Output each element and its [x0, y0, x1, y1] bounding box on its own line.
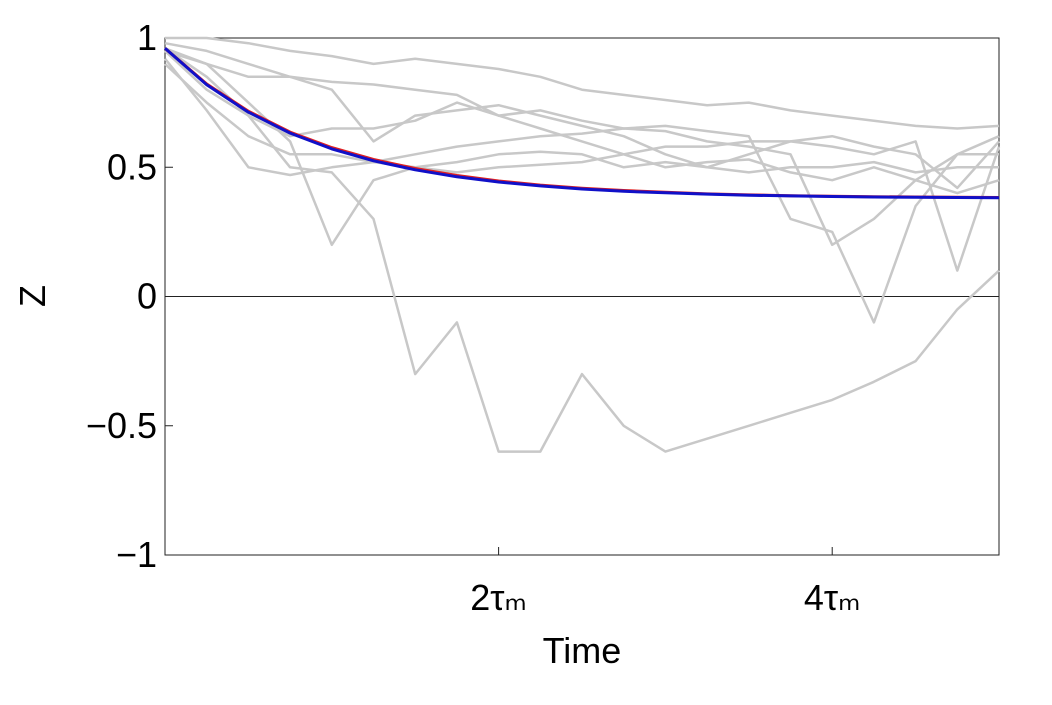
y-tick-label: −0.5 — [86, 405, 157, 446]
series-line — [164, 47, 1000, 453]
series-line — [165, 36, 1000, 130]
x-tick-label: 4τₘ — [804, 577, 861, 618]
series-line — [164, 47, 999, 247]
series-line — [164, 57, 1000, 247]
x-tick-label: 2τₘ — [470, 577, 527, 618]
x-axis-label: Time — [543, 630, 622, 671]
y-axis-label: Z — [12, 285, 53, 307]
y-tick-label: 1 — [137, 17, 157, 58]
series-line — [164, 62, 1001, 272]
series-line — [164, 47, 1000, 200]
series-line — [164, 49, 999, 324]
series-line — [164, 41, 1000, 190]
series-line — [164, 49, 1000, 195]
y-tick-label: −1 — [116, 534, 157, 575]
y-tick-label: 0.5 — [107, 146, 157, 187]
y-tick-label: 0 — [137, 276, 157, 317]
